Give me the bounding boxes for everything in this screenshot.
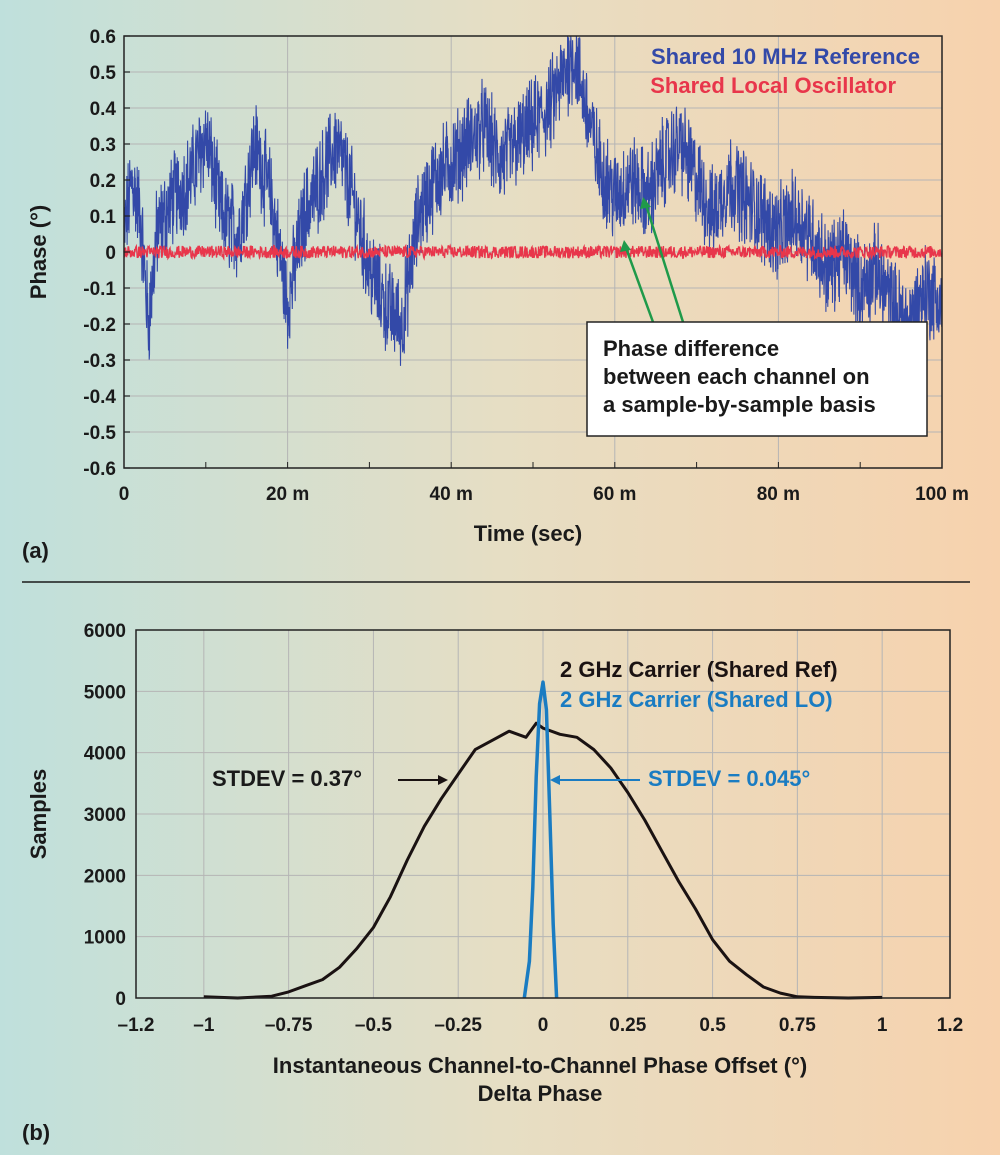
stdev-label-lo: STDEV = 0.045° [648, 766, 810, 791]
legend-entry-lo: Shared Local Oscillator [650, 73, 896, 98]
y-tick-label: -0.2 [83, 315, 116, 336]
legend-entry-ref: Shared 10 MHz Reference [651, 44, 920, 69]
series-line-shared-lo [522, 680, 559, 999]
annotation-line-3: a sample-by-sample basis [603, 392, 876, 417]
y-tick-label: 4000 [84, 744, 126, 765]
x-tick-label: 0 [119, 484, 130, 505]
x-tick-label: –0.75 [265, 1015, 313, 1036]
x-tick-label: 20 m [266, 484, 309, 505]
annotation-line-1: Phase difference [603, 336, 779, 361]
x-tick-label: 0 [538, 1015, 549, 1036]
stdev-arrow-ref [398, 775, 448, 785]
x-tick-label: –0.5 [355, 1015, 392, 1036]
y-tick-label: 0 [115, 989, 126, 1010]
y-tick-label: -0.6 [83, 459, 116, 480]
x-tick-label: 0.25 [609, 1015, 646, 1036]
phase-offset-histogram-chart: 0 1000 2000 3000 4000 5000 6000 –1.2 –1 –0.75 –0.5… [26, 621, 963, 1106]
legend-entry-shared-ref: 2 GHz Carrier (Shared Ref) [560, 657, 838, 682]
x-axis-label-b-2: Delta Phase [478, 1081, 603, 1106]
x-axis-label-a: Time (sec) [474, 521, 582, 546]
x-tick-label: 60 m [593, 484, 636, 505]
phase-vs-time-chart: 0.6 0.5 0.4 0.3 0.2 0.1 0 -0.1 -0.2 -0.3 -0.4 -0.5 -… [26, 27, 969, 546]
legend-entry-shared-lo: 2 GHz Carrier (Shared LO) [560, 687, 833, 712]
stdev-label-ref: STDEV = 0.37° [212, 766, 362, 791]
x-tick-label: 1.2 [937, 1015, 963, 1036]
x-tick-label: –1.2 [118, 1015, 155, 1036]
y-axis-label-a: Phase (°) [26, 205, 51, 299]
annotation-line-2: between each channel on [603, 364, 870, 389]
y-tick-label: 0 [105, 243, 116, 264]
y-tick-label: 6000 [84, 621, 126, 642]
annotation-arrows [620, 197, 685, 323]
plot-frame-b [135, 629, 951, 999]
x-tick-label: 1 [877, 1015, 888, 1036]
series-line-shared-10mhz-reference [123, 35, 943, 366]
panel-label-b: (b) [22, 1120, 50, 1145]
y-tick-label: 1000 [84, 928, 126, 949]
y-tick-label: -0.1 [83, 279, 116, 300]
x-axis-label-b: Instantaneous Channel-to-Channel Phase O… [273, 1053, 807, 1078]
x-tick-label: 80 m [757, 484, 800, 505]
y-tick-label: 0.4 [90, 99, 117, 120]
y-tick-label: 0.1 [90, 207, 117, 228]
y-tick-label: 0.2 [90, 171, 116, 192]
y-tick-label: 0.5 [90, 63, 117, 84]
x-tick-label: 100 m [915, 484, 969, 505]
stdev-arrow-lo [550, 775, 640, 785]
y-tick-label: -0.4 [83, 387, 116, 408]
y-tick-label: -0.3 [83, 351, 116, 372]
x-tick-label: –0.25 [434, 1015, 482, 1036]
y-axis-label-b: Samples [26, 769, 51, 860]
panel-label-a: (a) [22, 538, 49, 563]
y-tick-label: 5000 [84, 682, 126, 703]
y-tick-label: 0.6 [90, 27, 116, 48]
y-tick-label: -0.5 [83, 423, 116, 444]
x-tick-label: 40 m [430, 484, 473, 505]
series-line-shared-local-oscillator [123, 243, 943, 262]
y-tick-label: 0.3 [90, 135, 116, 156]
x-tick-label: 0.75 [779, 1015, 816, 1036]
annotation-box [586, 321, 928, 437]
x-tick-label: 0.5 [699, 1015, 726, 1036]
x-tick-label: –1 [193, 1015, 215, 1036]
y-tick-label: 3000 [84, 805, 126, 826]
y-tick-label: 2000 [84, 866, 126, 887]
